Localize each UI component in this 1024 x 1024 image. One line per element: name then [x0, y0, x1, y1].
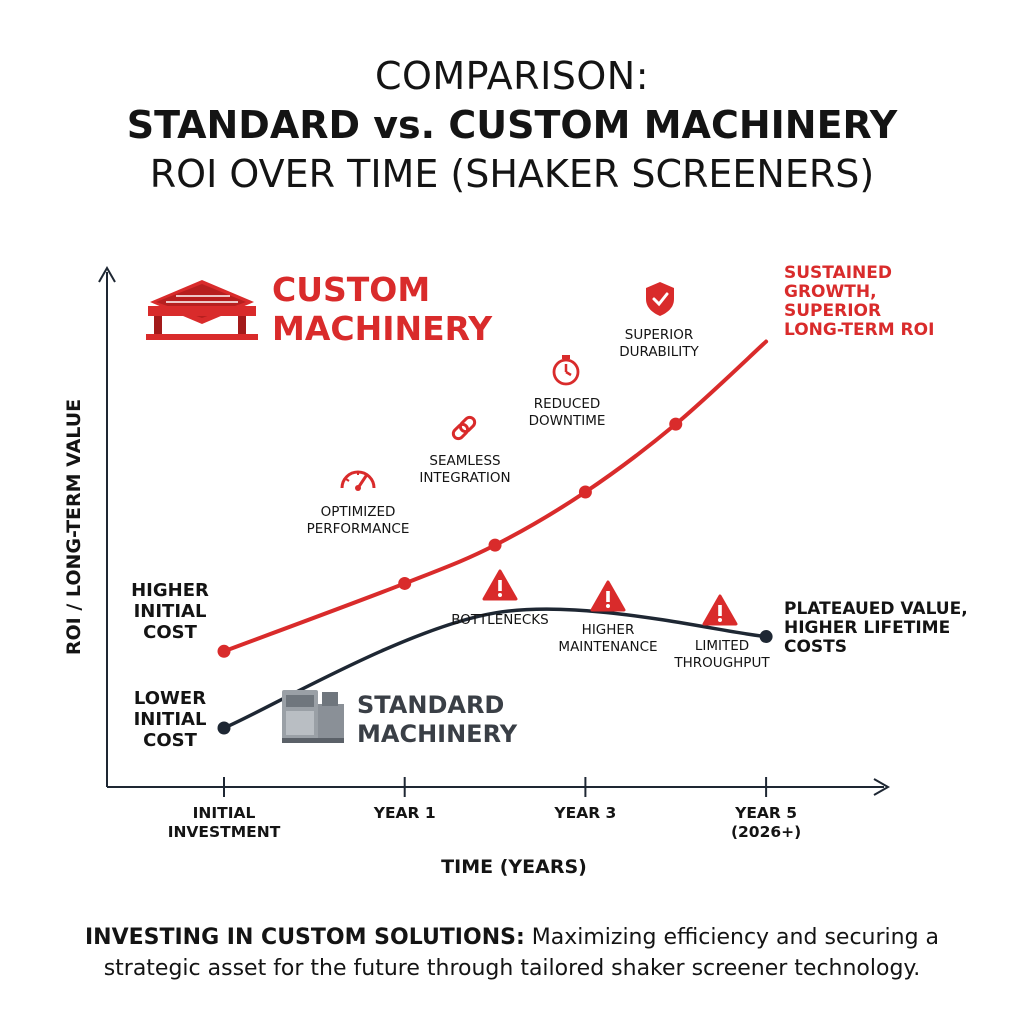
footer-bold: INVESTING IN CUSTOM SOLUTIONS: [84, 925, 525, 950]
annotation-layer: OPTIMIZED PERFORMANCE SEAMLESS INTEGRATION R… [307, 282, 770, 671]
standard-annotation-label: BOTTLENECKS [451, 612, 548, 628]
x-axis-label: TIME (YEARS) [441, 856, 587, 878]
x-tick-label: YEAR 5 (2026+) [731, 804, 801, 841]
standard-annotation-label: HIGHER MAINTENANCE [558, 622, 657, 655]
custom-end-label: SUSTAINED GROWTH, SUPERIOR LONG-TERM ROI [784, 263, 934, 340]
standard-machine-icon [282, 690, 344, 743]
custom-data-point [398, 576, 412, 590]
stopwatch-icon [552, 355, 580, 386]
custom-screener-machine-icon [146, 280, 258, 340]
standard-legend-line-2: MACHINERY [357, 720, 518, 748]
standard-data-point [759, 630, 773, 644]
custom-annotation-label: SUPERIOR DURABILITY [619, 327, 699, 360]
title-line-2: STANDARD vs. CUSTOM MACHINERY [126, 103, 898, 147]
standard-machinery-legend: STANDARD MACHINERY [282, 690, 518, 748]
standard-end-label: PLATEAUED VALUE, HIGHER LIFETIME COSTS [784, 599, 968, 657]
standard-data-point [217, 721, 231, 735]
y-axis-label: ROI / LONG-TERM VALUE [63, 399, 85, 655]
custom-machinery-legend: CUSTOM MACHINERY [146, 270, 493, 348]
footer-text: Maximizing efficiency and securing a str… [103, 925, 940, 981]
x-axis-arrow [873, 778, 891, 796]
chart-title-block: COMPARISON: STANDARD vs. CUSTOM MACHINER… [0, 52, 1024, 198]
custom-annotation-label: REDUCED DOWNTIME [529, 396, 606, 429]
warning-icon [702, 594, 738, 626]
title-line-3: ROI OVER TIME (SHAKER SCREENERS) [149, 152, 875, 196]
x-tick-label: INITIAL INVESTMENT [168, 804, 281, 841]
custom-legend-line-2: MACHINERY [272, 309, 493, 348]
custom-legend-line-1: CUSTOM [272, 270, 430, 309]
y-axis-arrow [98, 265, 116, 283]
x-ticks: INITIAL INVESTMENT YEAR 1 YEAR 3 YEAR 5 (2026… [168, 777, 801, 841]
custom-data-point [669, 417, 683, 431]
custom-data-point [578, 485, 592, 499]
link-icon [451, 415, 477, 441]
custom-start-label: HIGHER INITIAL COST [131, 580, 209, 643]
series-layer: HIGHER INITIAL COST LOWER INITIAL COST SUSTAIN… [131, 263, 968, 751]
custom-series-line [222, 339, 769, 654]
x-tick-label: YEAR 3 [553, 804, 616, 822]
warning-icon [590, 580, 626, 612]
shield-check-icon [646, 282, 674, 316]
custom-annotation-label: SEAMLESS INTEGRATION [419, 453, 510, 486]
x-tick-label: YEAR 1 [373, 804, 436, 822]
custom-data-point [488, 538, 502, 552]
warning-icon [482, 569, 518, 601]
title-line-1: COMPARISON: [374, 54, 650, 98]
standard-annotation-label: LIMITED THROUGHPUT [673, 638, 770, 671]
footer-caption: INVESTING IN CUSTOM SOLUTIONS: Maximizin… [40, 922, 984, 984]
standard-start-label: LOWER INITIAL COST [134, 688, 207, 751]
custom-annotation-label: OPTIMIZED PERFORMANCE [307, 504, 410, 537]
axes [98, 265, 891, 796]
gauge-icon [340, 470, 376, 491]
standard-legend-line-1: STANDARD [357, 691, 504, 719]
custom-data-point [217, 644, 231, 658]
